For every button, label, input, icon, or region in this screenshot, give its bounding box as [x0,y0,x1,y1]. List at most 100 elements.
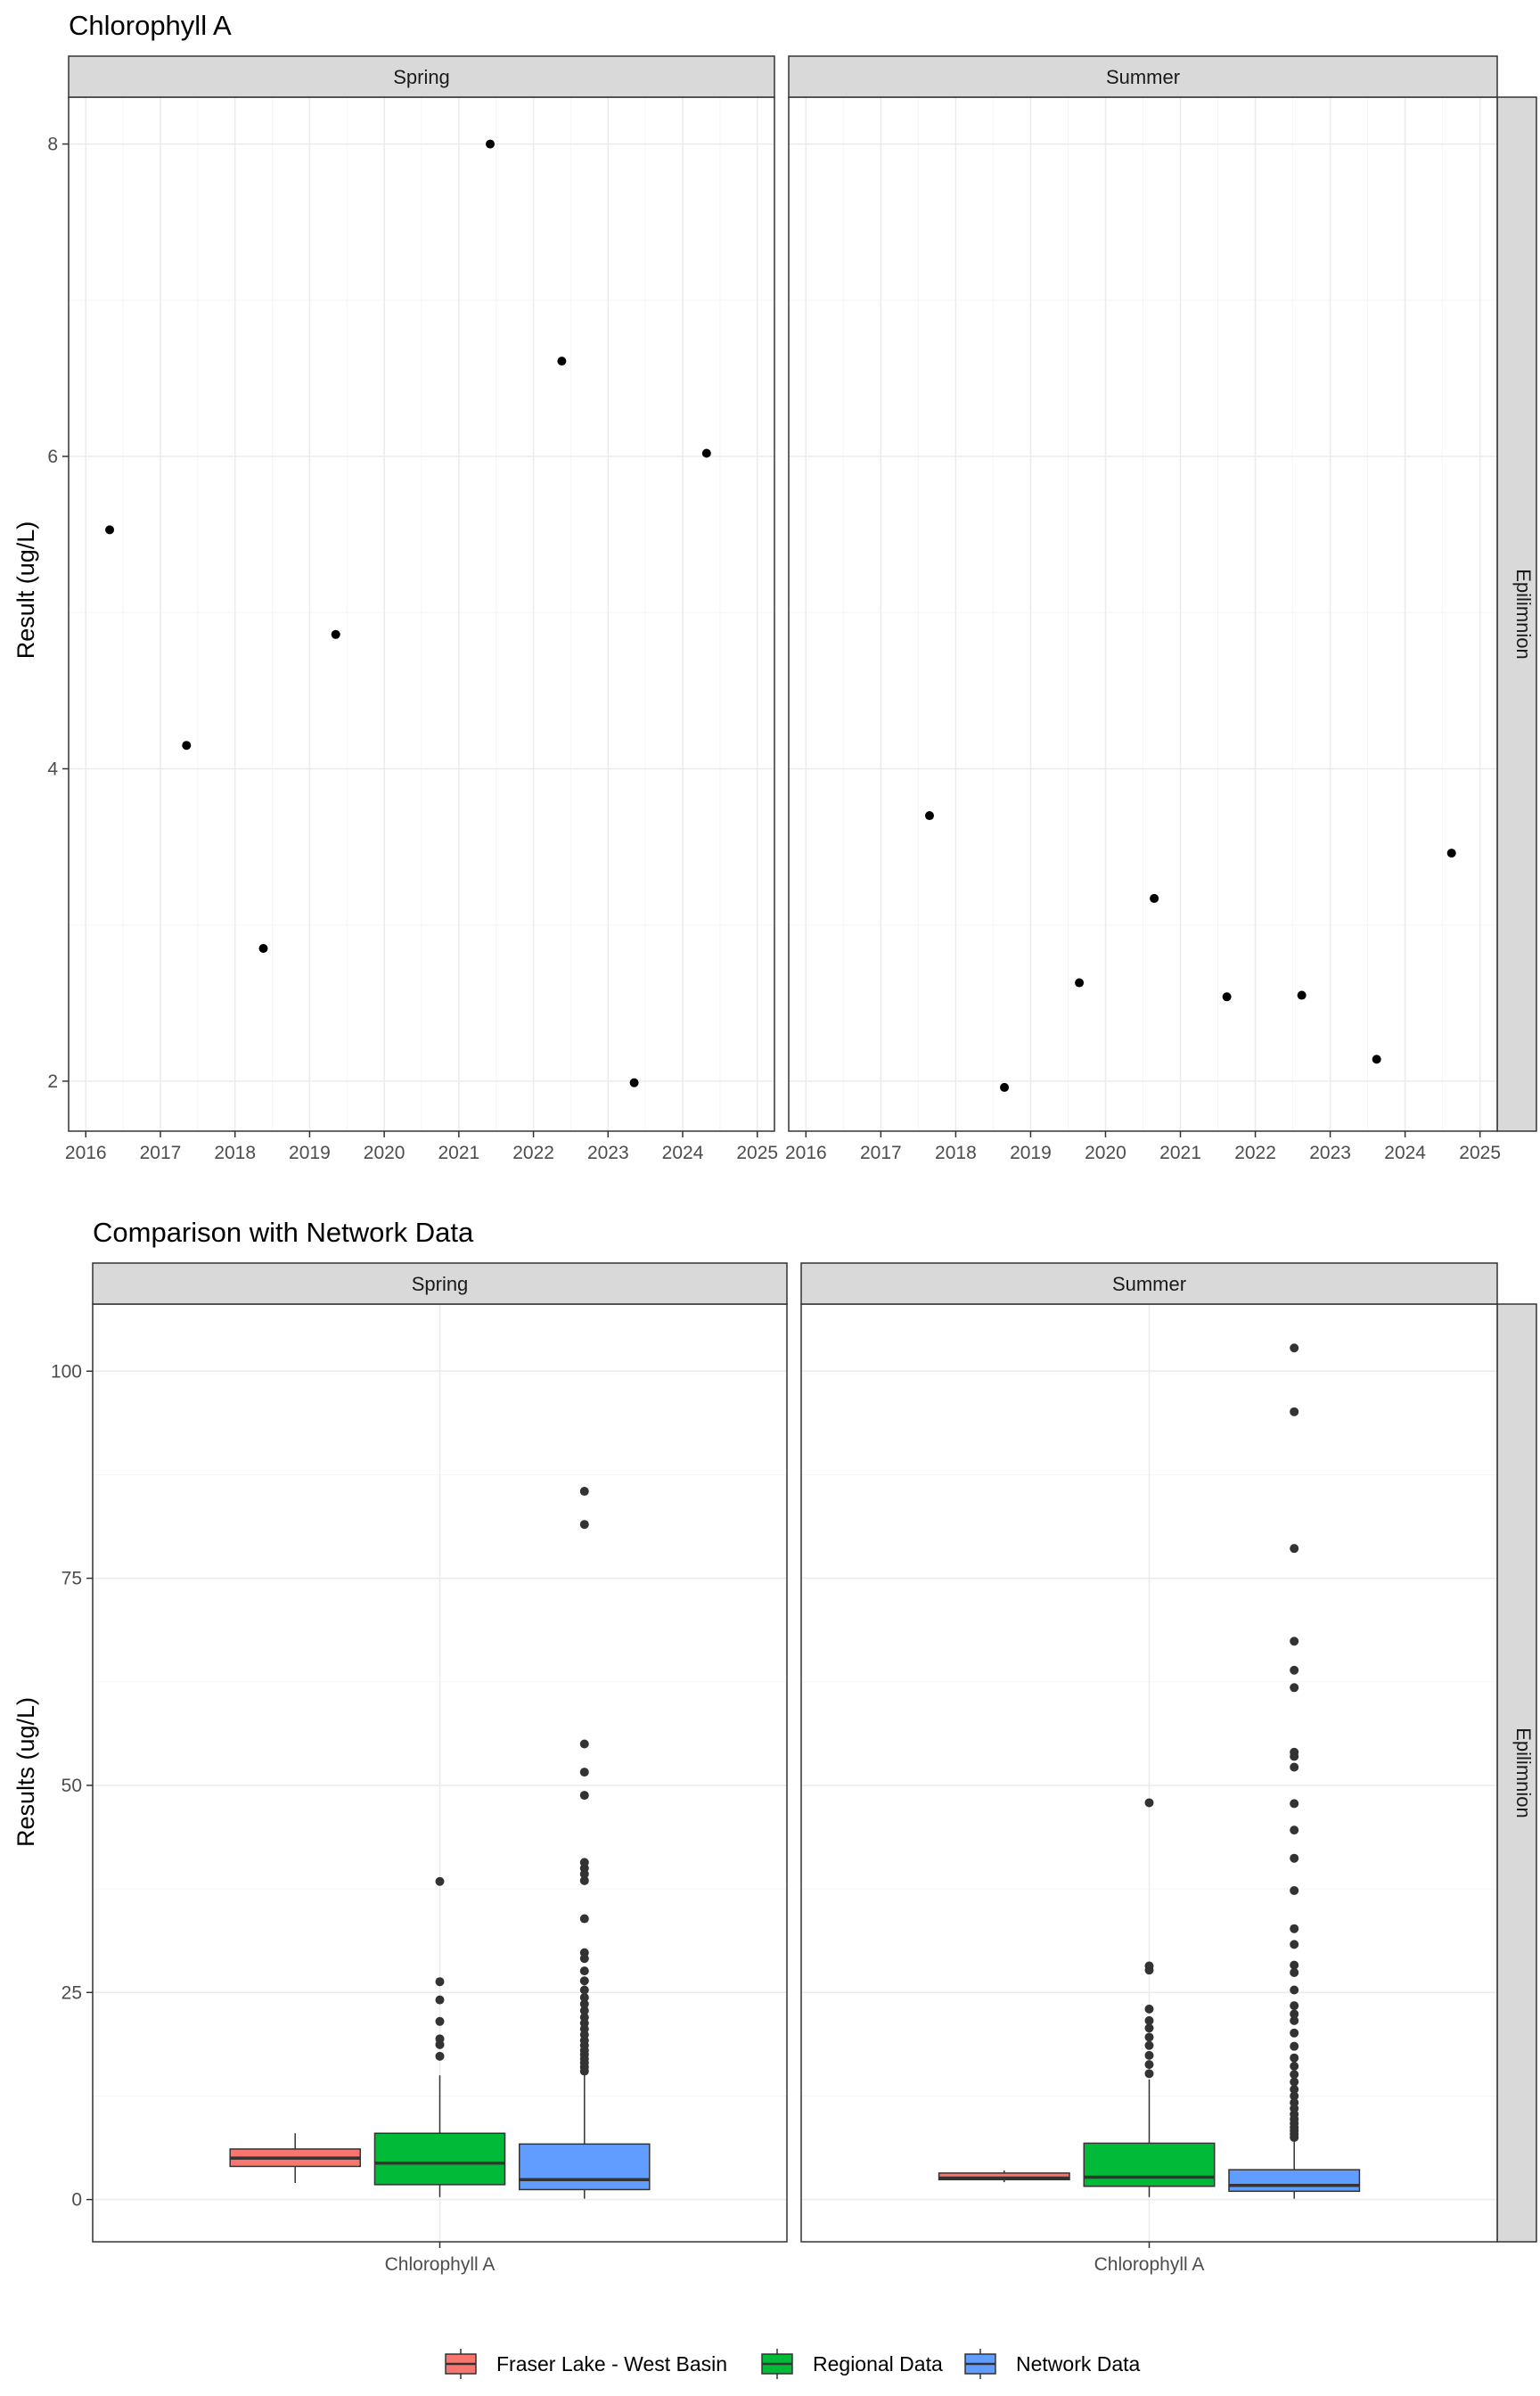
box-outlier-point [579,1914,589,1924]
box-outlier-point [1290,1924,1299,1933]
box-outlier-point [1290,2091,1299,2101]
box-outlier-point [1144,1798,1154,1808]
box-outlier-point [1144,2050,1154,2060]
box-outlier-point [579,1768,589,1777]
box-outlier-point [1290,1683,1299,1693]
scatter-point [1075,978,1085,988]
scatter-x-tick-label: 2025 [1459,1143,1501,1163]
legend-item-label: Fraser Lake - West Basin [496,2352,727,2375]
box-outlier-point [1290,1665,1299,1675]
scatter-x-tick-label: 2025 [736,1143,778,1163]
box-outlier-point [579,2006,589,2015]
scatter-x-tick-label: 2024 [1384,1143,1426,1163]
box-iqr [519,2143,651,2191]
boxplot-row-strip [1496,1303,1537,2243]
scatter-facet-strip-label: Spring [393,66,450,88]
box-outlier-point [579,1858,589,1867]
scatter-point [629,1078,639,1087]
box-outlier-point [1290,2015,1299,2025]
box-outlier-point [1144,2060,1154,2070]
box-outlier-point [579,2013,589,2023]
box-outlier-point [1290,2053,1299,2063]
scatter-x-tick-label: 2019 [1010,1143,1052,1163]
box-outlier-point [1144,2069,1154,2079]
legend-item-fraser-lake-west-basin: Fraser Lake - West Basin [445,2349,727,2379]
boxplot-y-tick-label: 50 [61,1776,82,1796]
scatter-point [701,448,711,458]
box-outlier-point [435,1876,445,1886]
box-outlier-point [1290,1853,1299,1863]
boxplot-x-tick-label: Chlorophyll A [385,2254,496,2275]
boxplot-y-axis: 0 25 50 75 100 [51,1361,93,2211]
scatter-x-tick-label: 2022 [512,1143,554,1163]
box-outlier-point [1290,1826,1299,1835]
legend: Fraser Lake - West Basin Regional Data Net… [445,2349,1141,2379]
box-fraser-lake-west-basin [229,2133,361,2184]
box-regional-data [373,1876,506,2197]
scatter-y-tick-label: 8 [47,135,58,155]
boxplot-facet-strip [800,1262,1498,1305]
box-outlier-point [579,1948,589,1957]
scatter-chart-title: Chlorophyll A [69,10,232,41]
box-outlier-point [579,1992,589,2002]
scatter-panel-summer: Summer 2016 2017 2018 2019 2020 2021 2022 2023 20… [785,55,1501,1163]
box-iqr [1083,2142,1216,2187]
box-outlier-point [435,2016,445,2026]
boxplot-y-tick-label: 75 [61,1569,82,1589]
scatter-point [105,525,115,535]
boxplot-panel-spring: Spring Chlorophyll A [92,1262,788,2275]
scatter-point [1222,992,1232,1002]
scatter-x-tick-label: 2022 [1234,1143,1276,1163]
box-outlier-point [579,1999,589,2009]
scatter-x-tick-label: 2024 [662,1143,704,1163]
legend-item-label: Regional Data [813,2352,943,2375]
box-outlier-point [1290,1747,1299,1757]
box-outlier-point [579,1875,589,1885]
box-outlier-point [1290,2097,1299,2107]
box-outlier-point [1144,1961,1154,1971]
box-outlier-point [1290,2028,1299,2038]
legend-item-network-data: Network Data [964,2349,1141,2379]
box-outlier-point [1290,1885,1299,1895]
box-outlier-point [1290,2077,1299,2087]
boxplot-facet-strip [92,1262,788,1305]
scatter-point [1000,1082,1010,1092]
legend-item-regional-data: Regional Data [761,2349,943,2379]
scatter-point [1372,1054,1381,1064]
box-iqr [373,2132,506,2186]
box-outlier-point [1290,2001,1299,2011]
boxplot-facet-strip-label: Summer [1112,1273,1186,1295]
box-outlier-point [1290,1762,1299,1772]
box-outlier-point [579,1985,589,1995]
box-outlier-point [1290,1799,1299,1809]
scatter-x-tick-label: 2023 [1309,1143,1351,1163]
boxplot-x-tick-label: Chlorophyll A [1094,2254,1205,2275]
legend-item-label: Network Data [1016,2352,1141,2375]
box-outlier-point [579,1791,589,1801]
box-outlier-point [579,1976,589,1986]
scatter-point [1297,990,1307,1000]
scatter-point [182,741,192,751]
scatter-point [1446,849,1456,858]
scatter-y-tick-label: 2 [47,1071,58,1092]
scatter-x-tick-label: 2021 [1159,1143,1201,1163]
scatter-point [258,943,268,953]
box-outlier-point [1290,1985,1299,1995]
scatter-row-strip [1496,96,1537,1132]
boxplot-y-tick-label: 100 [51,1361,82,1382]
box-outlier-point [1290,1940,1299,1949]
box-outlier-point [435,1995,445,2005]
box-outlier-point [579,1966,589,1976]
box-outlier-point [1290,2085,1299,2095]
box-outlier-point [1144,2040,1154,2050]
scatter-x-tick-label: 2023 [587,1143,629,1163]
box-outlier-point [1290,1967,1299,1977]
box-outlier-point [1290,2009,1299,2019]
boxplot-y-tick-label: 25 [61,1982,82,2003]
scatter-facet-strip-label: Summer [1106,66,1180,88]
box-outlier-point [435,2034,445,2044]
scatter-point [557,357,567,366]
scatter-panel-spring: Spring 2016 2017 2018 2019 2020 2021 2022 2023 20… [65,55,778,1163]
scatter-x-tick-label: 2018 [935,1143,977,1163]
